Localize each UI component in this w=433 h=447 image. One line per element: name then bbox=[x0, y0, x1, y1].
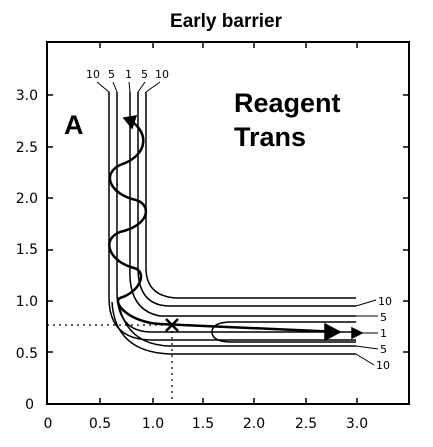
exit-channel-loop bbox=[211, 321, 356, 343]
contour-label: 10 bbox=[155, 68, 169, 81]
x-tick-label: 3.0 bbox=[346, 416, 368, 432]
y-tick-label: 0.5 bbox=[16, 346, 38, 362]
contour-lines bbox=[108, 92, 356, 355]
contour-label: 5 bbox=[380, 311, 387, 324]
diagram-title: Early barrier bbox=[170, 11, 283, 32]
y-tick-label: 3.0 bbox=[16, 88, 38, 104]
contour-label: 1 bbox=[125, 68, 132, 81]
contour-label: 5 bbox=[141, 68, 148, 81]
contour-lower-5 bbox=[117, 299, 356, 347]
annotation-line-2: Trans bbox=[234, 122, 306, 152]
contour-label: 10 bbox=[376, 359, 390, 372]
y-axis: 0 0.5 1.0 1.5 2.0 2.5 3.0 bbox=[16, 88, 409, 413]
contour-mid-1 bbox=[129, 92, 356, 317]
x-tick-label: 2.5 bbox=[295, 416, 317, 432]
contour-label: 10 bbox=[378, 295, 392, 308]
x-tick-label: 0.5 bbox=[89, 416, 111, 432]
annotation-line-1: Reagent bbox=[234, 88, 341, 118]
contour-labels-right: 10 5 1 5 10 bbox=[355, 295, 392, 372]
x-tick-label: 1.5 bbox=[192, 416, 214, 432]
x-axis: 0 0.5 1.0 1.5 2.0 2.5 3.0 bbox=[44, 42, 368, 432]
arrow-head-right bbox=[324, 322, 342, 342]
plot-frame bbox=[46, 41, 410, 405]
contour-labels-top: 10 5 1 5 10 bbox=[86, 68, 169, 93]
y-tick-label: 2.0 bbox=[16, 191, 38, 207]
contour-lower-10 bbox=[111, 301, 356, 355]
y-tick-label: 1.0 bbox=[16, 294, 38, 310]
contour-label: 5 bbox=[380, 343, 387, 356]
contour-label: 10 bbox=[86, 68, 100, 81]
y-tick-marks bbox=[47, 94, 409, 353]
reaction-trajectory bbox=[108, 116, 341, 334]
x-tick-marks bbox=[99, 42, 358, 404]
y-tick-label: 2.5 bbox=[16, 140, 38, 156]
right-label-leaders bbox=[355, 299, 379, 366]
x-tick-label: 2.0 bbox=[243, 416, 265, 432]
panel-label: A bbox=[64, 110, 84, 140]
arrow-head-down bbox=[122, 115, 138, 130]
y-tick-label: 1.5 bbox=[16, 242, 38, 258]
x-tick-label: 1.0 bbox=[142, 416, 164, 432]
contour-outer-10 bbox=[145, 92, 356, 299]
contour-label: 1 bbox=[380, 327, 387, 340]
x-tick-label: 0 bbox=[44, 416, 53, 432]
contour-inner-5 bbox=[116, 92, 356, 333]
contour-outer-5 bbox=[137, 92, 356, 307]
trajectory-arrows bbox=[122, 115, 364, 342]
arrow-head-exit bbox=[351, 326, 364, 340]
top-label-leaders bbox=[96, 81, 161, 93]
contour-label: 5 bbox=[108, 68, 115, 81]
saddle-point bbox=[47, 318, 179, 404]
saddle-x-marker bbox=[165, 318, 179, 332]
y-tick-label: 0 bbox=[25, 397, 34, 413]
